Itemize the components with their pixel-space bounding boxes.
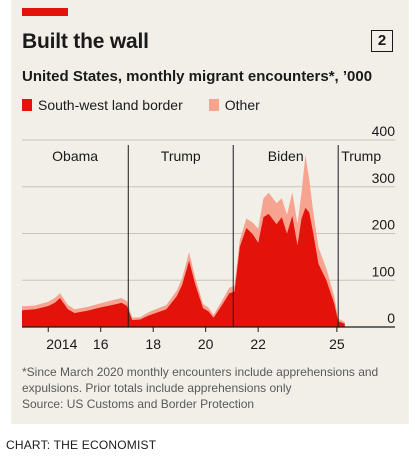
chart-area: 0 100 200 300 400 Obama Trump Biden Trump 2014 16 1… <box>22 123 396 352</box>
chart-credit: CHART: THE ECONOMIST <box>6 438 157 452</box>
chart-subtitle: United States, monthly migrant encounter… <box>22 68 373 85</box>
chart-footnotes: *Since March 2020 monthly encounters inc… <box>22 364 402 412</box>
x-tick-label: 2014 <box>46 336 77 352</box>
chart-number-badge: 2 <box>371 30 393 52</box>
accent-bar <box>22 8 68 16</box>
y-tick-label: 400 <box>372 123 396 139</box>
period-label: Trump <box>341 148 381 164</box>
footnote: *Since March 2020 monthly encounters inc… <box>22 365 379 395</box>
y-tick-label: 300 <box>372 170 396 186</box>
legend: South-west land border Other <box>22 97 286 113</box>
x-tick-label: 16 <box>93 336 109 352</box>
x-tick-label: 22 <box>250 336 266 352</box>
chart-panel <box>11 0 409 424</box>
x-tick-label: 20 <box>198 336 214 352</box>
period-label: Trump <box>161 148 201 164</box>
x-tick-label: 25 <box>329 336 345 352</box>
y-tick-label: 0 <box>387 310 395 326</box>
legend-item-south-west: South-west land border <box>22 97 183 113</box>
chart-title: Built the wall <box>22 30 149 53</box>
period-label: Obama <box>52 148 98 164</box>
area-series-south-west <box>22 207 345 327</box>
y-tick-label: 200 <box>372 217 396 233</box>
legend-label-south-west: South-west land border <box>38 97 183 113</box>
x-tick-label: 18 <box>145 336 161 352</box>
legend-item-other: Other <box>208 97 260 113</box>
legend-swatch-other <box>208 99 219 111</box>
source-note: Source: US Customs and Border Protection <box>22 397 255 411</box>
y-tick-label: 100 <box>372 263 396 279</box>
legend-label-other: Other <box>224 97 260 113</box>
legend-swatch-south-west <box>22 99 32 111</box>
period-label: Biden <box>268 148 304 164</box>
